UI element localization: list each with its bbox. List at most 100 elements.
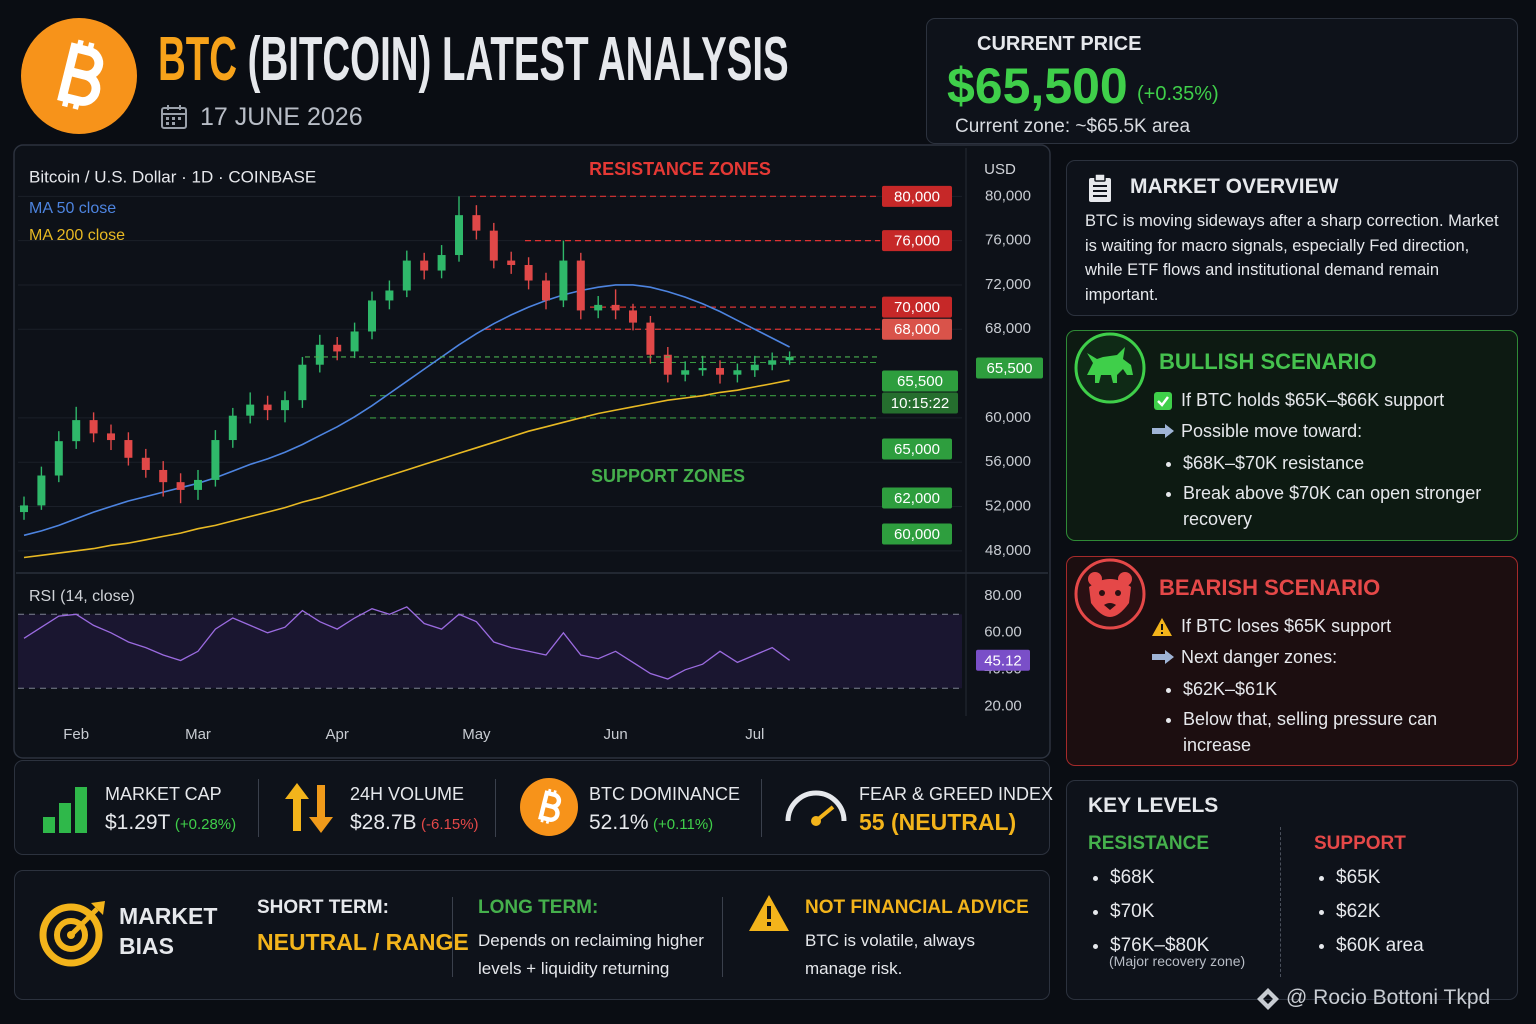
decoration	[1104, 603, 1116, 610]
arrow-icon	[1152, 650, 1174, 664]
candle-body	[768, 360, 777, 365]
decoration	[69, 907, 99, 937]
resistance-title: RESISTANCE ZONES	[589, 159, 771, 179]
decoration	[767, 922, 771, 926]
candle-body	[20, 505, 28, 513]
arrow-icon	[1152, 424, 1174, 438]
support-tag: 62,000	[894, 490, 940, 507]
decoration	[166, 117, 169, 120]
bias-bar: MARKET BIAS SHORT TERM: NEUTRAL / RANGE …	[14, 870, 1050, 1000]
legend-entry: MA 200 close	[29, 227, 125, 244]
y-axis-label: USD	[984, 161, 1016, 178]
date: 17 JUNE 2026	[200, 103, 363, 131]
axis-price-tag: 65,500	[987, 360, 1033, 377]
target-icon	[39, 901, 105, 967]
candle-body	[629, 310, 637, 323]
current-zone: Current zone: ~$65.5K area	[955, 116, 1191, 137]
bearish-point: $62K–$61K	[1183, 676, 1463, 702]
rsi-band	[18, 614, 962, 689]
countdown-tag-bg	[882, 392, 958, 414]
stat: $28.7B (-6.15%)	[350, 811, 479, 835]
resistance-heading: RESISTANCE	[1088, 833, 1210, 854]
support-item: $60K area	[1336, 931, 1424, 961]
current-price: $65,500	[947, 58, 1128, 114]
resistance-tag-bg	[882, 318, 952, 340]
candle-body	[281, 400, 289, 411]
decoration	[57, 42, 104, 106]
decoration	[1089, 579, 1131, 617]
candle-body	[176, 482, 185, 490]
rsi-title: RSI (14, close)	[29, 588, 135, 605]
candle-body	[559, 260, 568, 301]
candle-body	[663, 354, 672, 375]
decoration	[39, 903, 103, 967]
bullish-point: $68K–$70K resistance	[1183, 450, 1483, 476]
y-tick-label: 56,000	[985, 453, 1031, 470]
bearish-point: Below that, selling pressure can increas…	[1183, 706, 1463, 758]
support-item: $65K	[1336, 863, 1424, 893]
candle-body	[298, 364, 307, 401]
candle-body	[211, 440, 220, 480]
axis-price-tag-bg	[976, 357, 1043, 379]
bearish-condition: If BTC loses $65K support	[1181, 616, 1392, 636]
candle-body	[263, 404, 272, 411]
countdown-tag: 10:15:22	[891, 395, 949, 412]
decoration	[1094, 173, 1106, 182]
candle-body	[420, 260, 429, 271]
legend-entry: MA 50 close	[29, 200, 116, 217]
x-tick-label: Feb	[63, 726, 89, 743]
decoration	[61, 39, 95, 110]
support-tag-bg	[882, 487, 952, 509]
current-price-card: CURRENT PRICE $65,500 (+0.35%) Current z…	[926, 18, 1518, 144]
bullish-point: Break above $70K can open stronger recov…	[1183, 480, 1483, 532]
candle-body	[228, 415, 237, 441]
long-term-text: Depends on reclaiming higher levels + li…	[478, 931, 704, 978]
candle-body	[368, 300, 376, 332]
market-cap-icon	[43, 787, 87, 833]
decoration	[1093, 185, 1107, 197]
candle-body	[194, 479, 202, 490]
decoration	[1157, 396, 1169, 407]
support-tag-bg	[882, 438, 952, 460]
candle-body	[246, 404, 255, 416]
stat: $1.29T (+0.28%)	[105, 811, 236, 835]
clipboard-icon	[1089, 173, 1111, 202]
title-highlight: BTC	[158, 25, 238, 94]
disclaimer-text: BTC is volatile, always manage risk.	[805, 931, 976, 978]
resistance-tag-bg	[882, 296, 952, 318]
key-levels-card: KEY LEVELS RESISTANCE $68K $70K $76K–$80…	[1066, 780, 1518, 1000]
rsi-line	[23, 606, 790, 680]
resistance-tag: 68,000	[894, 321, 940, 338]
bullish-card: BULLISH SCENARIO If BTC holds $65K–$66K …	[1066, 330, 1518, 541]
decoration	[1154, 392, 1172, 410]
stat-change: (-6.15%)	[421, 816, 479, 833]
moving-average	[23, 379, 790, 559]
decoration	[538, 788, 562, 824]
resistance-item: $76K–$80K	[1110, 931, 1209, 961]
resistance-tag-bg	[882, 230, 952, 252]
decoration	[166, 122, 169, 125]
resistance-item: $68K	[1110, 863, 1209, 893]
bullish-points: $68K–$70K resistance Break above $70K ca…	[1161, 450, 1483, 536]
candle-body	[698, 368, 707, 371]
decoration	[540, 788, 557, 824]
moving-average	[23, 284, 790, 537]
candle-body	[124, 440, 133, 458]
warning-icon	[1152, 618, 1172, 636]
warning-icon	[749, 895, 789, 931]
bearish-card: BEARISH SCENARIO If BTC loses $65K suppo…	[1066, 556, 1518, 766]
stat-change: (+0.11%)	[653, 816, 714, 833]
decoration	[1099, 590, 1105, 596]
y-tick-label: 68,000	[985, 320, 1031, 337]
candle-body	[733, 370, 742, 375]
short-term-value: NEUTRAL / RANGE	[257, 929, 469, 955]
decoration	[75, 787, 87, 833]
current-price-label: CURRENT PRICE	[977, 33, 1142, 55]
rsi-tick-label: 20.00	[984, 698, 1022, 715]
candle-body	[542, 280, 550, 301]
candle-body	[681, 370, 690, 375]
y-tick-label: 48,000	[985, 542, 1031, 559]
calendar-icon	[161, 105, 187, 129]
candle-body	[72, 420, 81, 442]
